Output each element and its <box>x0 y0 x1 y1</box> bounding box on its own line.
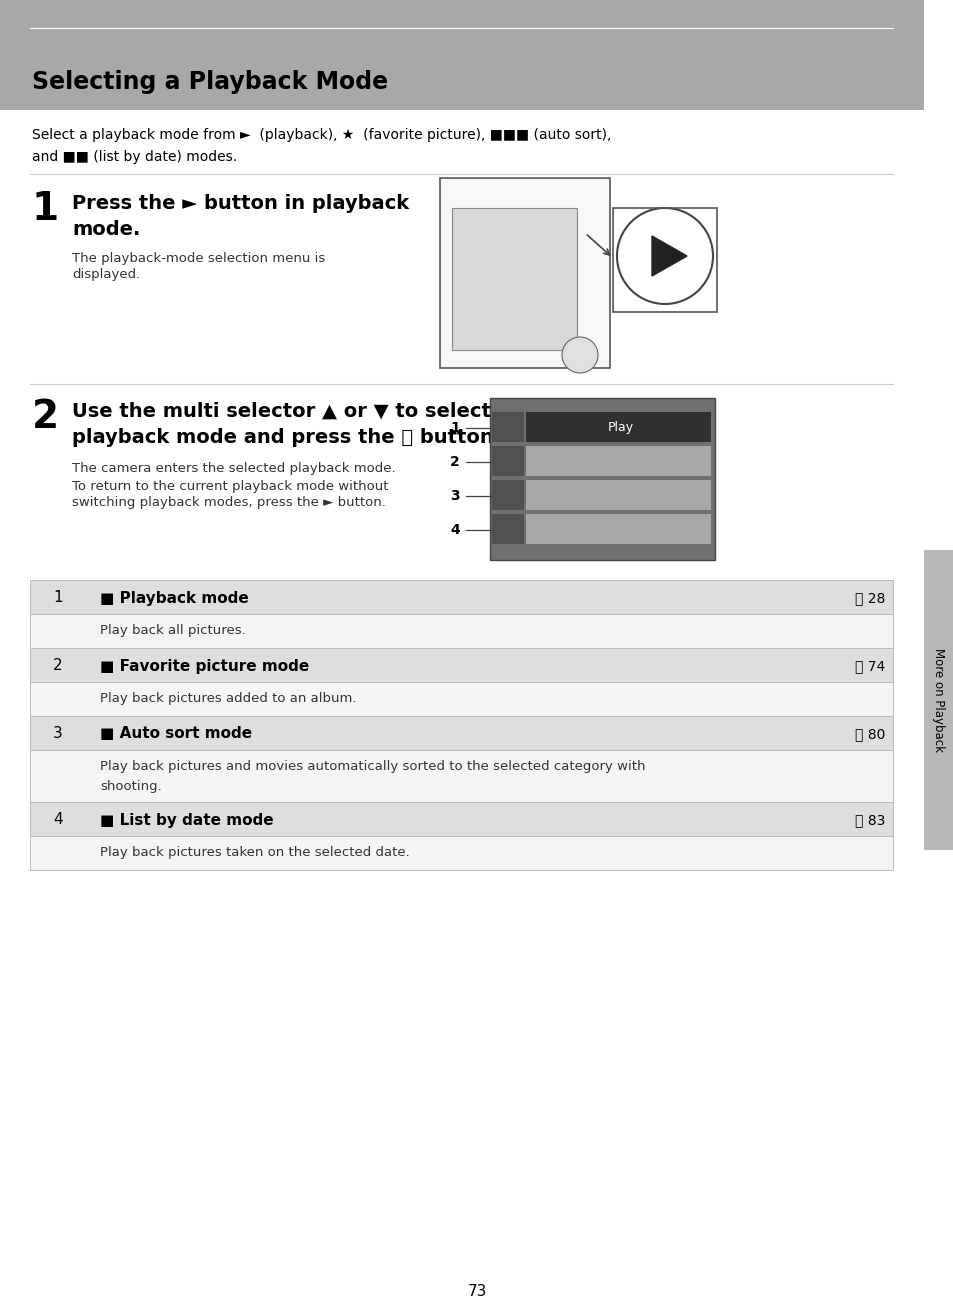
Text: ■ Auto sort mode: ■ Auto sort mode <box>100 727 252 741</box>
Text: Play: Play <box>607 422 633 435</box>
Text: shooting.: shooting. <box>100 781 162 794</box>
Bar <box>613 208 717 311</box>
Text: More on Playback: More on Playback <box>931 648 944 752</box>
Text: Play back all pictures.: Play back all pictures. <box>100 624 246 637</box>
Bar <box>525 413 710 442</box>
Text: 4: 4 <box>53 812 63 828</box>
Text: 1: 1 <box>53 590 63 606</box>
Text: 73: 73 <box>467 1285 486 1300</box>
Text: displayed.: displayed. <box>71 268 140 281</box>
Bar <box>452 208 577 350</box>
Circle shape <box>617 208 712 304</box>
Text: 2: 2 <box>450 455 459 469</box>
Bar <box>30 750 892 802</box>
Bar <box>525 480 710 510</box>
Text: ⧈ 28: ⧈ 28 <box>854 591 884 604</box>
Text: ■ Playback mode: ■ Playback mode <box>100 590 249 606</box>
Text: Play back pictures and movies automatically sorted to the selected category with: Play back pictures and movies automatica… <box>100 759 645 773</box>
Bar <box>0 0 923 110</box>
Text: 3: 3 <box>450 489 459 503</box>
Bar <box>490 398 714 560</box>
Text: Press the ► button in playback: Press the ► button in playback <box>71 194 409 213</box>
Bar <box>525 514 710 544</box>
Bar <box>492 413 523 442</box>
Bar <box>30 716 892 750</box>
Text: 1: 1 <box>32 191 59 229</box>
Bar <box>923 551 953 850</box>
Bar <box>492 480 523 510</box>
Text: switching playback modes, press the ► button.: switching playback modes, press the ► bu… <box>71 495 385 509</box>
Text: ⧈ 83: ⧈ 83 <box>854 813 884 827</box>
Text: playback mode and press the Ⓞ button.: playback mode and press the Ⓞ button. <box>71 428 500 447</box>
Bar <box>30 648 892 682</box>
Text: Selecting a Playback Mode: Selecting a Playback Mode <box>32 70 388 95</box>
Text: 1: 1 <box>450 420 459 435</box>
Bar <box>30 614 892 648</box>
Text: Select a playback mode from ►  (playback), ★  (favorite picture), ■■■ (auto sort: Select a playback mode from ► (playback)… <box>32 127 611 142</box>
Text: ■ Favorite picture mode: ■ Favorite picture mode <box>100 658 309 674</box>
Text: Play back pictures added to an album.: Play back pictures added to an album. <box>100 692 356 706</box>
Bar <box>30 579 892 614</box>
Bar <box>30 682 892 716</box>
Bar <box>30 802 892 836</box>
Text: The playback-mode selection menu is: The playback-mode selection menu is <box>71 252 325 265</box>
Text: 2: 2 <box>32 398 59 436</box>
Text: 3: 3 <box>53 727 63 741</box>
Text: Use the multi selector ▲ or ▼ to select a: Use the multi selector ▲ or ▼ to select … <box>71 402 510 420</box>
Text: 2: 2 <box>53 658 63 674</box>
Bar <box>492 445 523 476</box>
Text: mode.: mode. <box>71 219 140 239</box>
Circle shape <box>561 336 598 373</box>
Text: To return to the current playback mode without: To return to the current playback mode w… <box>71 480 388 493</box>
Text: ⧈ 80: ⧈ 80 <box>854 727 884 741</box>
Text: 4: 4 <box>450 523 459 537</box>
Text: Play back pictures taken on the selected date.: Play back pictures taken on the selected… <box>100 846 410 859</box>
Text: The camera enters the selected playback mode.: The camera enters the selected playback … <box>71 463 395 474</box>
Polygon shape <box>651 237 686 276</box>
Text: and ■■ (list by date) modes.: and ■■ (list by date) modes. <box>32 150 237 164</box>
Bar <box>439 177 609 368</box>
Bar <box>30 836 892 870</box>
Bar <box>492 514 523 544</box>
Text: ■ List by date mode: ■ List by date mode <box>100 812 274 828</box>
Bar <box>525 445 710 476</box>
Text: ⧈ 74: ⧈ 74 <box>854 660 884 673</box>
